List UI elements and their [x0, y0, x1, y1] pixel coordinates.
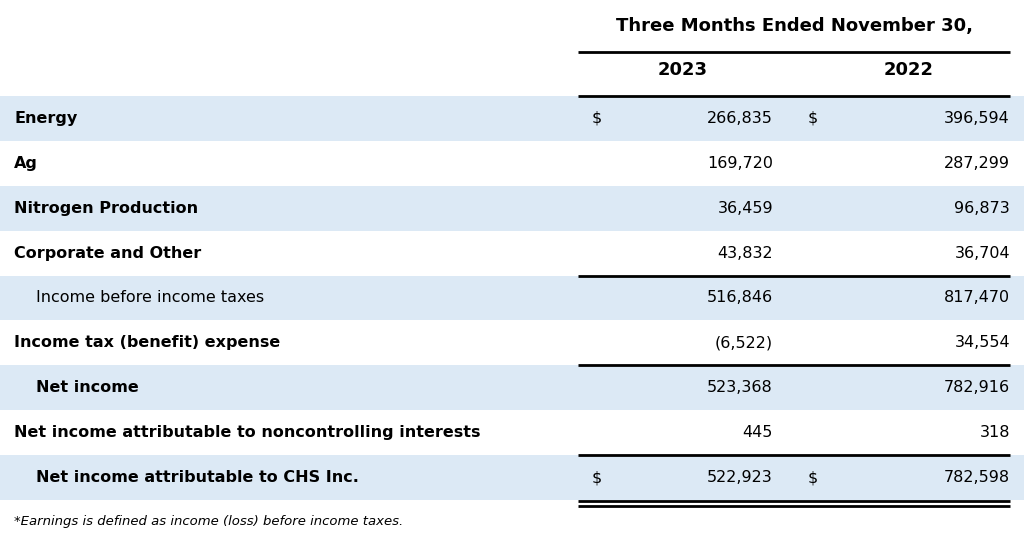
Bar: [0, 365, 1024, 410]
Text: 96,873: 96,873: [954, 201, 1010, 216]
Text: Ag: Ag: [14, 156, 38, 171]
Bar: [0, 141, 1024, 186]
Text: Income before income taxes: Income before income taxes: [36, 290, 264, 305]
Text: 2022: 2022: [884, 61, 934, 79]
Bar: [0, 186, 1024, 231]
Bar: [0, 96, 1024, 141]
Text: 782,916: 782,916: [944, 380, 1010, 395]
Text: Net income attributable to CHS Inc.: Net income attributable to CHS Inc.: [36, 470, 358, 485]
Text: 2023: 2023: [657, 61, 708, 79]
Text: $: $: [808, 111, 818, 126]
Bar: [0, 410, 1024, 455]
Text: 36,459: 36,459: [718, 201, 773, 216]
Bar: [0, 321, 1024, 365]
Text: Three Months Ended November 30,: Three Months Ended November 30,: [615, 17, 973, 35]
Text: 287,299: 287,299: [944, 156, 1010, 171]
Text: $: $: [592, 470, 602, 485]
Text: 169,720: 169,720: [707, 156, 773, 171]
Text: *Earnings is defined as income (loss) before income taxes.: *Earnings is defined as income (loss) be…: [14, 515, 403, 528]
Text: Income tax (benefit) expense: Income tax (benefit) expense: [14, 335, 281, 350]
Text: 523,368: 523,368: [708, 380, 773, 395]
Text: (6,522): (6,522): [715, 335, 773, 350]
Text: 36,704: 36,704: [954, 245, 1010, 261]
Text: 782,598: 782,598: [944, 470, 1010, 485]
Text: Energy: Energy: [14, 111, 77, 126]
Text: 817,470: 817,470: [944, 290, 1010, 305]
Text: 34,554: 34,554: [954, 335, 1010, 350]
Bar: [0, 455, 1024, 500]
Text: 516,846: 516,846: [707, 290, 773, 305]
Text: Nitrogen Production: Nitrogen Production: [14, 201, 198, 216]
Text: $: $: [808, 470, 818, 485]
Text: 445: 445: [742, 425, 773, 440]
Text: 266,835: 266,835: [708, 111, 773, 126]
Text: $: $: [592, 111, 602, 126]
Text: Corporate and Other: Corporate and Other: [14, 245, 202, 261]
Text: Net income: Net income: [36, 380, 138, 395]
Text: 43,832: 43,832: [718, 245, 773, 261]
Text: 522,923: 522,923: [708, 470, 773, 485]
Text: 396,594: 396,594: [944, 111, 1010, 126]
Text: Net income attributable to noncontrolling interests: Net income attributable to noncontrollin…: [14, 425, 480, 440]
Bar: [0, 276, 1024, 321]
Text: 318: 318: [980, 425, 1010, 440]
Bar: [0, 231, 1024, 276]
